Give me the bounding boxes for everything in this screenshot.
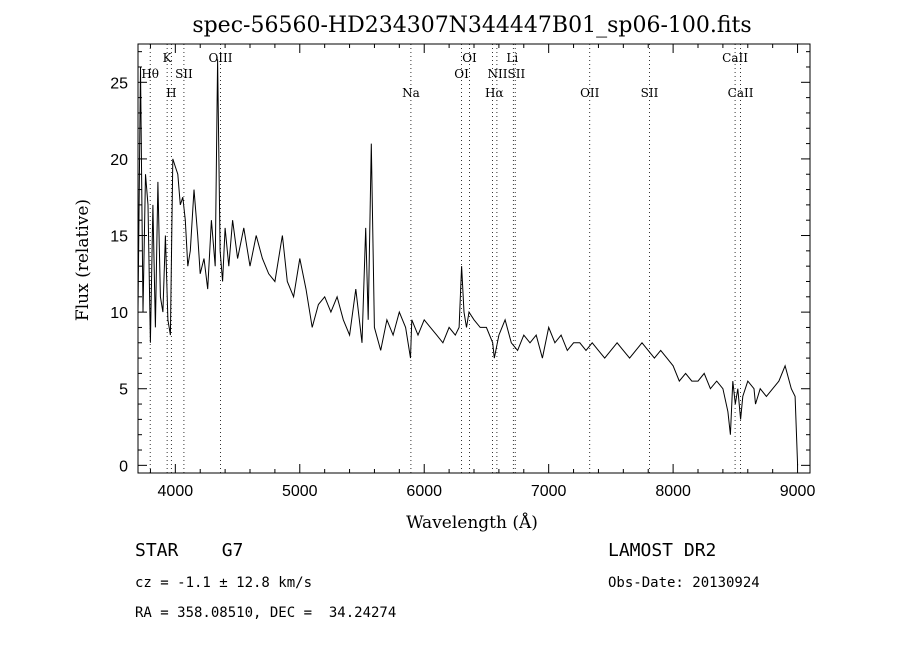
x-tick-label-5000: 5000 [282,483,318,500]
y-tick-label-0: 0 [119,458,128,475]
x-tick-label-4000: 4000 [158,483,194,500]
line-label-Li-6708: Li [506,51,518,65]
y-tick-label-15: 15 [110,229,128,246]
line-label-H-3968: H [166,86,176,100]
x-axis-label: Wavelength (Å) [406,512,538,533]
line-label-OIII-4363: OIII [208,51,232,65]
coordinates: RA = 358.08510, DEC = 34.24274 [135,605,397,621]
line-label-OI-6300: OI [454,67,469,81]
line-label-CaII-8498: CaII [722,51,748,65]
spectrum-chart: spec-56560-HD234307N344447B01_sp06-100.f… [73,13,816,533]
line-label-CaII-8542: CaII [728,86,754,100]
y-axis-label: Flux (relative) [73,199,93,321]
line-label-SII-7810: SII [641,86,659,100]
spectral-line-markers [149,44,741,473]
x-tick-label-6000: 6000 [406,483,442,500]
observation-date: Obs-Date: 20130924 [608,575,760,591]
redshift-velocity: cz = -1.1 ± 12.8 km/s [135,575,313,591]
line-label-Na-5893: Na [402,86,420,100]
chart-title: spec-56560-HD234307N344447B01_sp06-100.f… [192,13,751,38]
line-label-SII-4069: SII [175,67,193,81]
y-tick-label-25: 25 [110,75,128,92]
line-label-NIISII-6660: NIISII [488,67,526,81]
x-tick-label-8000: 8000 [655,483,691,500]
line-label-OII-7330: OII [580,86,600,100]
x-axis: 4000 5000 6000 7000 8000 9000 [149,44,816,500]
y-axis: 0 5 10 15 20 25 [110,51,810,475]
object-class: STAR G7 [135,540,244,561]
line-label-OI-6364: OI [462,51,477,65]
x-tick-label-7000: 7000 [531,483,567,500]
line-label-K-3934: K [163,51,173,65]
y-tick-label-20: 20 [110,152,128,169]
plot-frame [137,43,811,474]
spectrum-line [137,59,799,466]
survey-name: LAMOST DR2 [608,540,717,561]
line-label-Hθ-3798: Hθ [141,67,159,81]
y-tick-label-5: 5 [119,382,128,399]
line-label-Hα-6563: Hα [485,86,504,100]
spectral-line-labels: K OIII OI Li CaII Hθ SII OI NIISII H Na Hα OII SII CaI… [141,51,753,100]
y-tick-label-10: 10 [110,305,128,322]
x-tick-label-9000: 9000 [780,483,816,500]
